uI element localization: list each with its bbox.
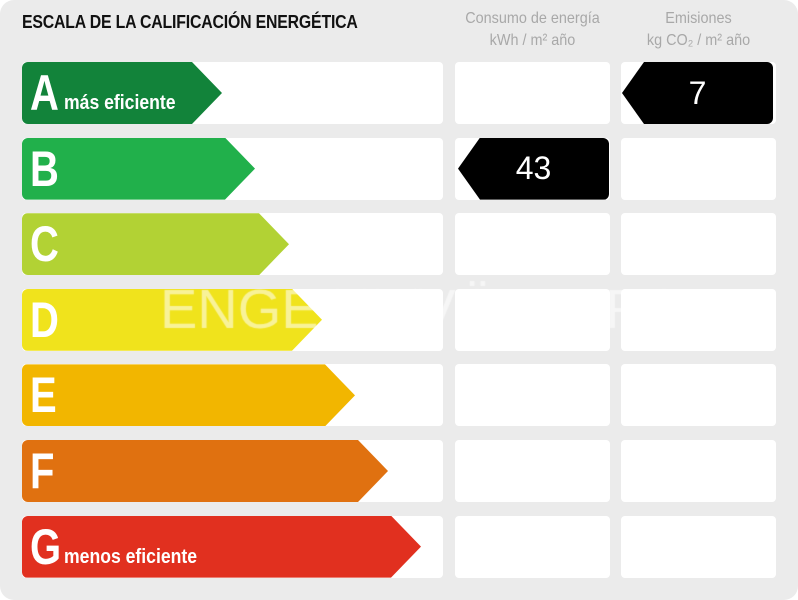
- rating-letter: D: [30, 291, 59, 348]
- emissions-header-unit: kg CO₂ / m² año: [646, 32, 751, 49]
- rating-letter: A: [30, 65, 59, 121]
- rating-row-e: E: [0, 364, 798, 427]
- rating-sublabel: menos eficiente: [64, 545, 198, 568]
- emissions-cell: [621, 515, 776, 578]
- emissions-cell: [621, 288, 776, 351]
- rating-row-a: A más eficiente 7: [0, 62, 798, 124]
- emissions-cell: [621, 213, 776, 276]
- rating-row-b: B 43: [0, 137, 798, 200]
- consumption-header-line1: Consumo de energía: [465, 10, 600, 27]
- consumption-value-tag: 43: [458, 137, 609, 200]
- rating-letter: F: [30, 443, 55, 499]
- emissions-header-line1: Emisiones: [665, 10, 732, 27]
- consumption-header: Consumo de energía kWh / m² año: [463, 8, 603, 52]
- rating-arrow: F: [22, 440, 388, 502]
- rating-sublabel: más eficiente: [64, 92, 176, 114]
- consumption-cell: [455, 213, 610, 276]
- consumption-cell: [455, 440, 610, 502]
- consumption-cell: [455, 364, 610, 427]
- rating-row-g: G menos eficiente: [0, 515, 798, 578]
- rating-row-c: C: [0, 213, 798, 276]
- rating-letter: B: [30, 140, 59, 197]
- rating-arrow: E: [22, 364, 355, 426]
- rating-arrow: B: [22, 138, 255, 200]
- rating-letter: E: [30, 367, 57, 424]
- consumption-header-unit: kWh / m² año: [489, 32, 576, 49]
- rating-arrow: C: [22, 213, 289, 275]
- emissions-cell: [621, 137, 776, 200]
- rating-letter: C: [30, 216, 59, 273]
- emissions-header: Emisiones kg CO₂ / m² año: [629, 8, 769, 52]
- emissions-cell: [621, 364, 776, 427]
- emissions-cell: [621, 440, 776, 502]
- rating-letter: G: [30, 518, 62, 575]
- rating-arrow: G menos eficiente: [22, 516, 421, 578]
- rating-row-d: D: [0, 288, 798, 351]
- consumption-cell: [455, 62, 610, 124]
- rating-arrow: A más eficiente: [22, 62, 222, 124]
- label-title: ESCALA DE LA CALIFICACIÓN ENERGÉTICA: [22, 12, 358, 32]
- rating-row-f: F: [0, 440, 798, 502]
- consumption-cell: [455, 515, 610, 578]
- rating-arrow: D: [22, 289, 322, 351]
- consumption-cell: [455, 288, 610, 351]
- emissions-value-tag: 7: [622, 62, 773, 124]
